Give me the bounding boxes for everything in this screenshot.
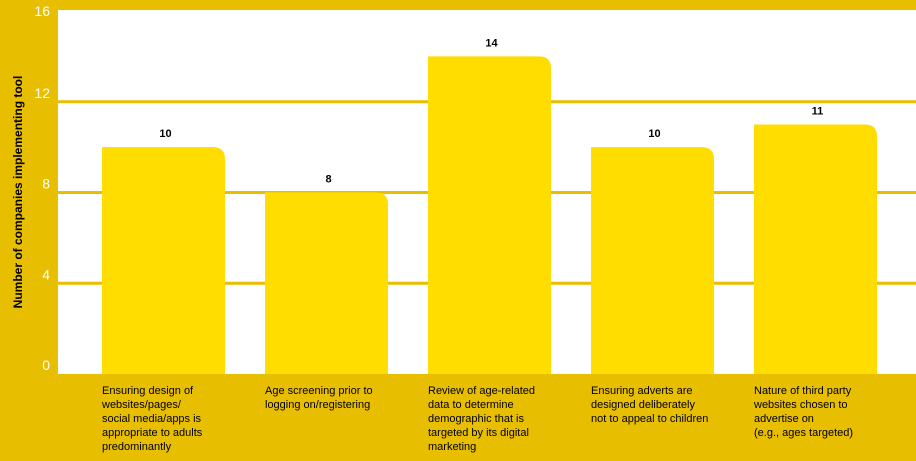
x-category-label: Ensuring design of websites/pages/ socia… [102,384,262,454]
bar-value-label: 8 [325,174,331,186]
y-axis-ticks: 0 4 8 12 16 [34,3,50,373]
x-category-label: Age screening prior to logging on/regist… [265,384,425,412]
bar [428,56,551,374]
y-tick-label: 8 [42,176,50,192]
x-category-label: Nature of third party websites chosen to… [754,384,914,440]
y-axis-title: Number of companies implementing tool [11,76,25,309]
y-tick-label: 0 [42,357,50,373]
bar-value-label: 10 [648,128,660,140]
bar-value-label: 14 [485,37,498,49]
bar [754,124,877,374]
x-category-label: Ensuring adverts are designed deliberate… [591,384,751,426]
bar-value-label: 11 [812,105,824,117]
bar [265,193,388,375]
x-category-label: Review of age-related data to determine … [428,384,588,454]
bar [102,147,225,374]
y-tick-label: 4 [42,266,50,282]
bar-value-label: 10 [159,128,171,140]
y-tick-label: 16 [34,3,50,19]
bar [591,147,714,374]
y-tick-label: 12 [34,85,50,101]
